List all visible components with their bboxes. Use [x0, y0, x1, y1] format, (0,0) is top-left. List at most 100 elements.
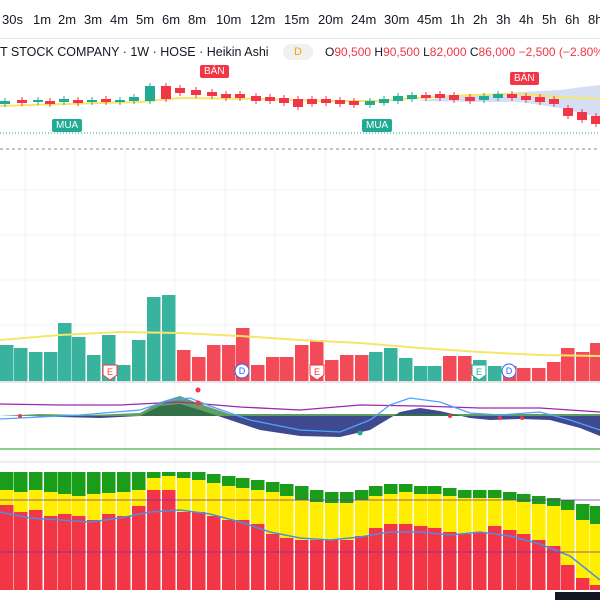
stack-segment-red — [58, 514, 72, 590]
tf-1m[interactable]: 1m — [33, 12, 52, 27]
candles — [0, 83, 600, 127]
stack-segment-green — [147, 472, 161, 478]
stack-segment-yellow — [147, 478, 161, 490]
volume-bar — [325, 360, 339, 381]
volume-pane — [0, 295, 600, 383]
volume-bar — [132, 340, 146, 381]
stack-segment-red — [87, 520, 101, 590]
stack-segment-yellow — [517, 502, 531, 534]
tf-30s[interactable]: 30s — [2, 12, 23, 27]
stack-segment-yellow — [177, 478, 191, 512]
buy-signal-tag[interactable]: MUA — [362, 119, 393, 132]
stack-segment-yellow — [355, 500, 369, 536]
stack-segment-red — [280, 538, 294, 590]
candle-body — [59, 99, 69, 102]
earnings-marker[interactable]: E — [471, 364, 487, 381]
volume-ma-line — [0, 330, 600, 357]
candle-body — [479, 96, 489, 100]
candle-body — [535, 97, 545, 102]
candle-body — [265, 97, 275, 101]
tf-1h[interactable]: 1h — [450, 12, 465, 27]
volume-bar — [162, 295, 176, 381]
tf-5m[interactable]: 5m — [136, 12, 155, 27]
tf-4h[interactable]: 4h — [519, 12, 534, 27]
sell-signal-tag[interactable]: BÁN — [510, 72, 539, 85]
volume-bar — [222, 345, 236, 381]
volume-bar — [488, 366, 502, 381]
tf-3h[interactable]: 3h — [496, 12, 511, 27]
stack-segment-yellow — [29, 490, 43, 510]
dividend-marker[interactable]: D — [501, 363, 517, 379]
data-status-badge[interactable]: D — [283, 44, 313, 60]
candle-body — [465, 97, 475, 101]
stack-segment-green — [222, 476, 236, 486]
buy-signal-tag[interactable]: MUA — [52, 119, 83, 132]
tf-5h[interactable]: 5h — [542, 12, 557, 27]
candle-body — [521, 96, 531, 100]
stack-segment-yellow — [428, 494, 442, 528]
tf-2h[interactable]: 2h — [473, 12, 488, 27]
candle-body — [73, 100, 83, 103]
tf-8m[interactable]: 8m — [188, 12, 207, 27]
candle-body — [33, 100, 43, 102]
stack-segment-red — [236, 520, 250, 590]
stack-segment-red — [132, 506, 146, 590]
stacked-trend-line — [0, 509, 600, 581]
tf-6m[interactable]: 6m — [162, 12, 181, 27]
stack-segment-yellow — [384, 494, 398, 524]
stack-segment-yellow — [503, 500, 517, 530]
stack-segment-green — [310, 490, 324, 502]
candle-body — [17, 100, 27, 103]
volume-bar — [117, 365, 131, 381]
osc-dot — [195, 387, 201, 393]
stack-segment-red — [428, 528, 442, 590]
sell-signal-tag[interactable]: BÁN — [200, 65, 229, 78]
tf-24m[interactable]: 24m — [351, 12, 377, 27]
osc-signal-line — [0, 401, 600, 413]
tf-4m[interactable]: 4m — [110, 12, 129, 27]
volume-bar — [280, 357, 294, 381]
osc-dot — [357, 430, 363, 436]
tf-2m[interactable]: 2m — [58, 12, 77, 27]
volume-bar — [443, 356, 457, 381]
stack-segment-yellow — [72, 496, 86, 516]
earnings-marker[interactable]: E — [309, 364, 325, 381]
stack-segment-red — [0, 505, 14, 590]
stack-segment-green — [87, 472, 101, 494]
tf-20m[interactable]: 20m — [318, 12, 344, 27]
tf-8h[interactable]: 8h — [588, 12, 600, 27]
volume-bar — [517, 368, 531, 381]
tf-30m[interactable]: 30m — [384, 12, 410, 27]
stack-segment-green — [29, 472, 43, 490]
symbol-title[interactable]: T STOCK COMPANY · 1W · HOSE · Heikin Ash… — [0, 45, 269, 59]
stack-segment-red — [590, 585, 600, 590]
earnings-marker[interactable]: E — [102, 364, 118, 381]
tf-6h[interactable]: 6h — [565, 12, 580, 27]
tf-3m[interactable]: 3m — [84, 12, 103, 27]
stack-segment-red — [117, 516, 131, 590]
tf-45m[interactable]: 45m — [417, 12, 443, 27]
candle-body — [101, 99, 111, 102]
stack-segment-yellow — [532, 504, 546, 540]
stack-segment-red — [207, 516, 221, 590]
stack-segment-green — [295, 486, 309, 500]
stack-segment-red — [266, 534, 280, 590]
tf-10m[interactable]: 10m — [216, 12, 242, 27]
oscillator-pane — [0, 387, 600, 463]
stack-segment-green — [428, 486, 442, 494]
stack-segment-green — [132, 472, 146, 490]
stack-segment-green — [14, 472, 28, 492]
tf-15m[interactable]: 15m — [284, 12, 310, 27]
osc-histogram-up — [0, 396, 600, 416]
stack-segment-yellow — [414, 494, 428, 526]
stack-segment-green — [384, 484, 398, 494]
stack-segment-green — [162, 472, 176, 476]
stack-segment-green — [399, 484, 413, 492]
tf-12m[interactable]: 12m — [250, 12, 276, 27]
candle-body — [207, 92, 217, 96]
stack-segment-yellow — [251, 490, 265, 524]
stack-segment-red — [355, 536, 369, 590]
dividend-marker[interactable]: D — [234, 363, 250, 379]
time-axis — [0, 590, 600, 600]
